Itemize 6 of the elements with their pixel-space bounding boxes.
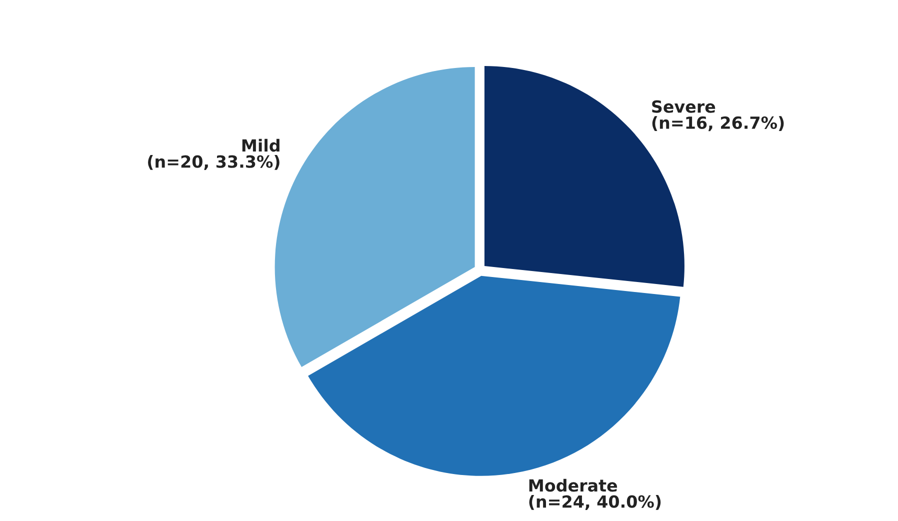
slice-label: Moderate bbox=[529, 478, 618, 492]
slice-label: Severe bbox=[652, 100, 716, 113]
data-label: (n=16, 26.7%) bbox=[652, 116, 784, 132]
slice-label: Mild bbox=[242, 138, 280, 152]
data-label: (n=24, 40.0%) bbox=[529, 494, 661, 510]
data-label: (n=20, 33.3%) bbox=[148, 155, 280, 170]
